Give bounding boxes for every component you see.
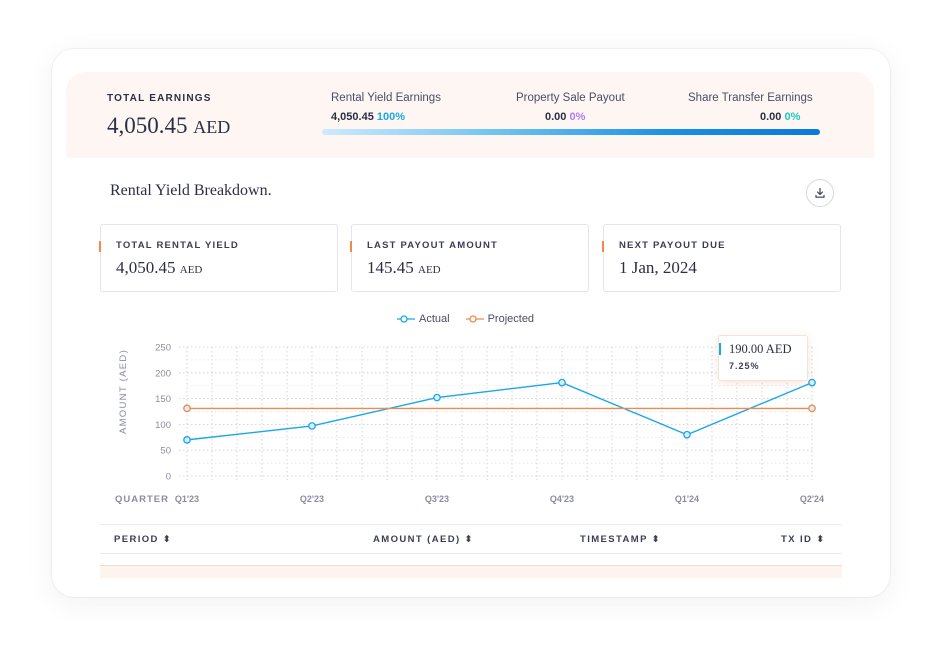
legend-line-circle-icon [465, 315, 484, 323]
share-transfer-earnings-pct: 0% [784, 111, 801, 123]
x-axis-label: QUARTER [115, 494, 169, 505]
total-earnings-amount: 4,050.45 [107, 113, 188, 138]
download-button[interactable] [806, 179, 834, 207]
stat-accent-marker [350, 241, 352, 252]
y-axis-label: AMOUNT (AED) [118, 349, 129, 434]
stat-value: 145.45 AED [367, 258, 441, 278]
sort-icon: ⬍ [816, 534, 826, 545]
x-tick-label: Q3'23 [425, 494, 449, 504]
tooltip-pct: 7.25% [729, 361, 760, 371]
sort-icon: ⬍ [162, 534, 173, 545]
column-header-amount[interactable]: AMOUNT (AED) ⬍ [373, 534, 474, 545]
stat-next-payout-due: NEXT PAYOUT DUE 1 Jan, 2024 [602, 224, 841, 292]
y-tick-label: 150 [155, 394, 171, 405]
stat-label: TOTAL RENTAL YIELD [116, 240, 239, 251]
property-sale-payout-pct: 0% [569, 111, 586, 123]
stat-amount: 1 Jan, 2024 [619, 258, 697, 277]
stat-value: 1 Jan, 2024 [619, 258, 697, 278]
legend-item-actual[interactable]: Actual [397, 313, 450, 325]
chart-legend: Actual Projected [397, 313, 534, 325]
stat-unit: AED [418, 264, 441, 276]
stat-unit: AED [179, 264, 203, 276]
x-tick-label: Q1'24 [675, 494, 699, 504]
y-tick-label: 250 [155, 343, 171, 354]
data-point-actual [808, 378, 816, 387]
x-tick-label: Q2'23 [300, 494, 324, 504]
stat-amount: 145.45 [367, 258, 414, 277]
rental-yield-earnings-pct: 100% [376, 111, 406, 123]
data-point-actual [183, 436, 191, 444]
legend-label-projected: Projected [487, 313, 535, 325]
data-point-actual [683, 430, 691, 439]
property-sale-payout-value: 0.00 0% [545, 111, 585, 123]
rental-yield-earnings-amount: 4,050.45 [331, 111, 374, 123]
data-point-actual [433, 393, 441, 402]
y-tick-label: 200 [155, 368, 171, 379]
stat-total-rental-yield: TOTAL RENTAL YIELD 4,050.45 AED [99, 224, 338, 292]
column-label: TX ID [781, 534, 813, 545]
chart-tooltip: 190.00 AED 7.25% [718, 335, 808, 381]
table-row[interactable] [100, 565, 842, 578]
rental-yield-earnings-label: Rental Yield Earnings [331, 92, 441, 104]
data-point-projected [808, 404, 816, 413]
column-header-timestamp[interactable]: TIMESTAMP ⬍ [580, 534, 661, 545]
x-tick-label: Q2'24 [800, 494, 824, 504]
property-sale-payout-amount: 0.00 [545, 111, 567, 123]
share-transfer-earnings-label: Share Transfer Earnings [688, 92, 813, 104]
earnings-distribution-bar [322, 129, 820, 135]
legend-label-actual: Actual [419, 313, 450, 325]
data-point-actual [308, 422, 316, 430]
total-earnings-unit: AED [193, 117, 231, 137]
column-header-tx-id[interactable]: TX ID ⬍ [781, 534, 826, 545]
column-label: TIMESTAMP [580, 534, 648, 545]
stat-amount: 4,050.45 [116, 258, 176, 277]
legend-line-circle-icon [397, 315, 415, 323]
stat-accent-marker [602, 241, 604, 252]
data-point-actual [558, 378, 566, 387]
x-tick-label: Q1'23 [175, 494, 199, 504]
sort-icon: ⬍ [464, 534, 474, 545]
data-point-projected [183, 404, 191, 413]
stat-label: NEXT PAYOUT DUE [619, 240, 726, 251]
y-tick-label: 0 [166, 472, 171, 483]
stat-value: 4,050.45 AED [116, 258, 202, 278]
download-icon [815, 187, 825, 198]
column-label: AMOUNT (AED) [373, 534, 461, 545]
rental-yield-earnings-value: 4,050.45 100% [331, 111, 405, 123]
tooltip-series-marker [719, 343, 721, 355]
section-title: Rental Yield Breakdown. [110, 182, 272, 199]
total-earnings-label: TOTAL EARNINGS [107, 93, 212, 104]
share-transfer-earnings-value: 0.00 0% [760, 111, 800, 123]
share-transfer-earnings-amount: 0.00 [760, 111, 782, 123]
total-earnings-value: 4,050.45 AED [107, 113, 230, 139]
y-tick-label: 100 [155, 420, 171, 431]
stat-accent-marker [99, 241, 101, 252]
tooltip-value: 190.00 AED [729, 342, 792, 356]
earnings-summary [66, 72, 874, 158]
column-header-period[interactable]: PERIOD ⬍ [114, 534, 172, 545]
property-sale-payout-label: Property Sale Payout [516, 92, 625, 104]
sort-icon: ⬍ [651, 534, 662, 545]
series-line-actual [186, 381, 813, 441]
transactions-table-header: PERIOD ⬍ AMOUNT (AED) ⬍ TIMESTAMP ⬍ TX I… [100, 524, 842, 554]
legend-item-projected[interactable]: Projected [465, 313, 535, 325]
y-tick-label: 50 [160, 446, 171, 457]
stat-last-payout-amount: LAST PAYOUT AMOUNT 145.45 AED [350, 224, 589, 292]
column-label: PERIOD [114, 534, 159, 545]
stat-label: LAST PAYOUT AMOUNT [367, 240, 499, 251]
x-tick-label: Q4'23 [550, 494, 574, 504]
